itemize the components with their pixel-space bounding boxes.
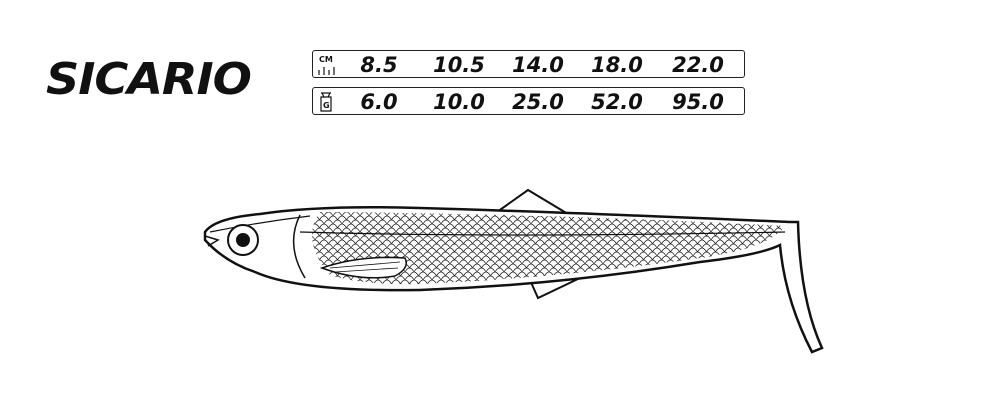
weight-icon: G	[320, 92, 332, 112]
weight-value: 6.0	[360, 90, 398, 114]
mouth	[204, 235, 220, 247]
gill	[292, 214, 306, 279]
length-value: 22.0	[672, 53, 724, 77]
length-value: 8.5	[360, 53, 398, 77]
length-value: 10.5	[433, 53, 485, 77]
length-unit-label: CM	[319, 55, 333, 64]
head-line	[209, 215, 311, 233]
weight-value: 10.0	[433, 90, 485, 114]
length-value: 14.0	[512, 53, 564, 77]
weight-value: 25.0	[512, 90, 564, 114]
dorsal-fin	[496, 188, 569, 215]
length-value: 18.0	[591, 53, 643, 77]
length-row: CM 8.5 10.5 14.0 18.0 22.0	[312, 50, 745, 78]
weight-row: G 6.0 10.0 25.0 52.0 95.0	[312, 87, 745, 115]
ruler-icon: CM	[318, 55, 335, 75]
weight-unit-label: G	[323, 101, 330, 110]
weight-value: 52.0	[591, 90, 643, 114]
pectoral-fin	[319, 256, 407, 279]
scales	[312, 212, 785, 285]
lateral-line	[299, 231, 786, 236]
brand-logo: SICARIO	[46, 54, 252, 105]
weight-value: 95.0	[672, 90, 724, 114]
